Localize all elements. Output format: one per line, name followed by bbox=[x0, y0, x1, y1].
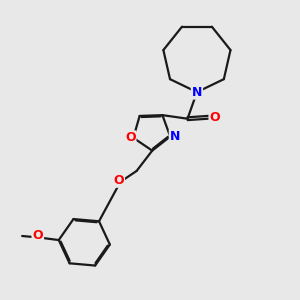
Text: O: O bbox=[209, 111, 220, 124]
Text: O: O bbox=[125, 131, 136, 144]
Text: O: O bbox=[113, 174, 124, 187]
Text: N: N bbox=[192, 85, 202, 99]
Text: N: N bbox=[170, 130, 180, 143]
Text: O: O bbox=[32, 230, 43, 242]
